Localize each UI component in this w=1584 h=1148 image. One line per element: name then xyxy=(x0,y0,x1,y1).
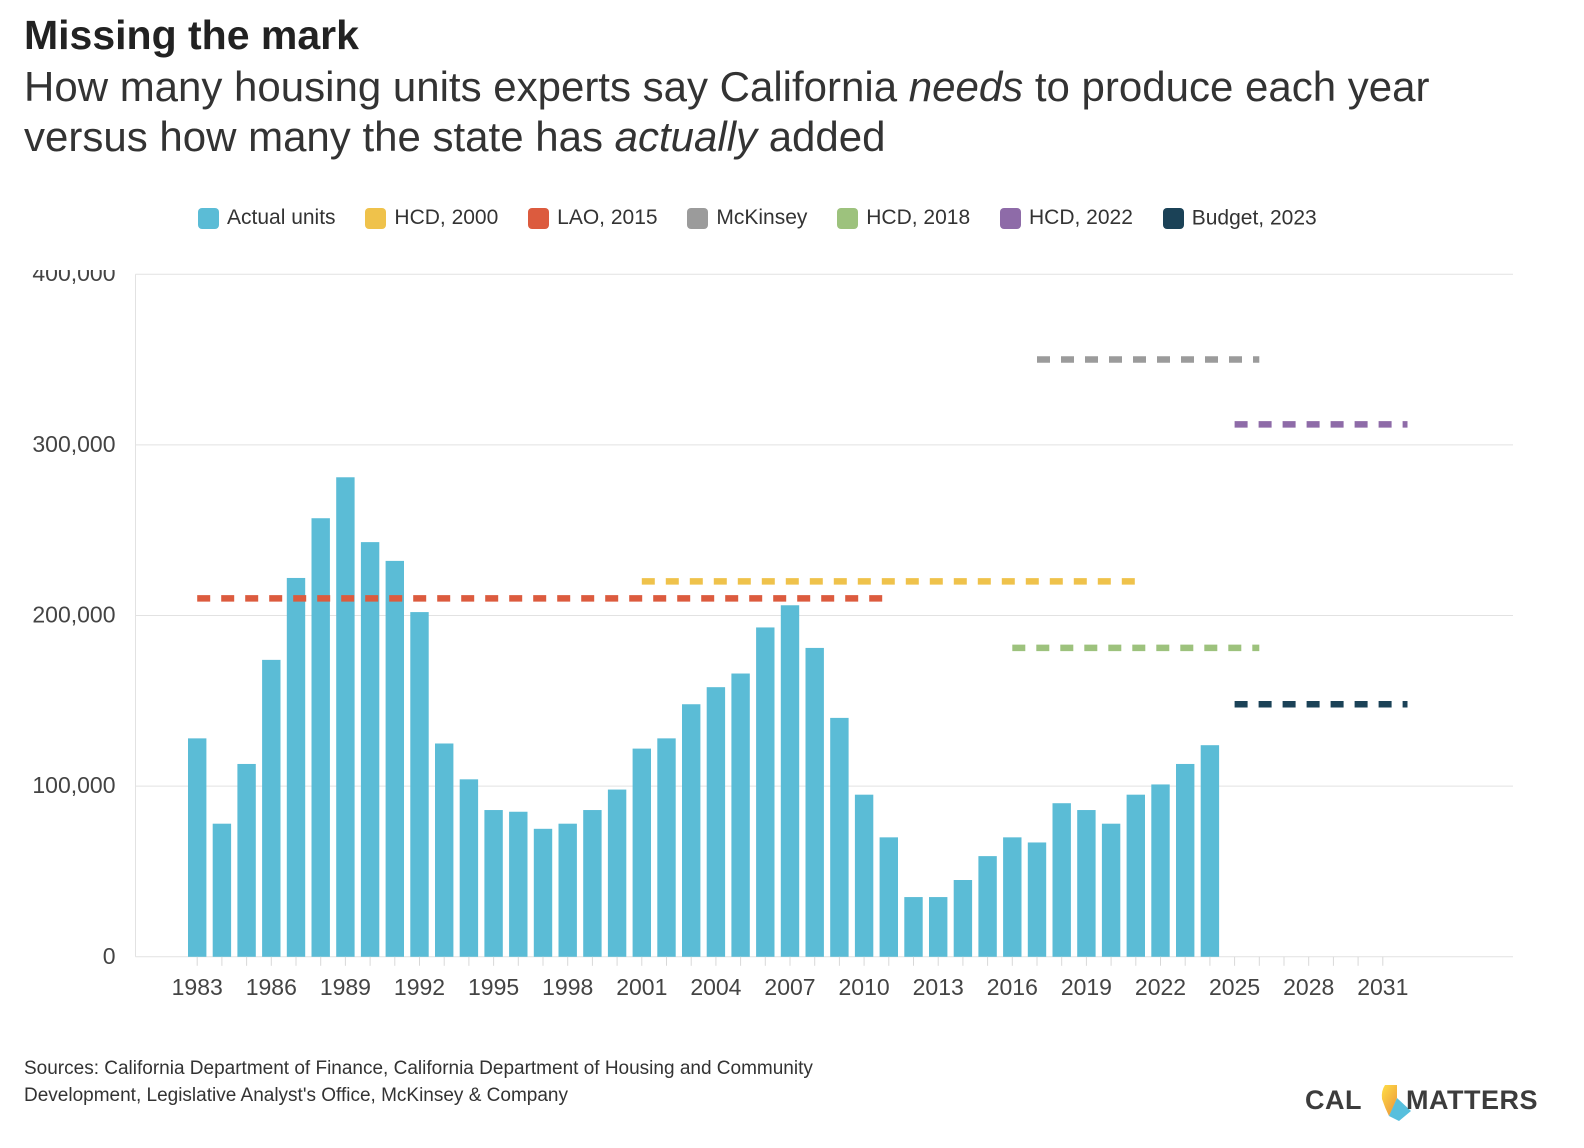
svg-text:300,000: 300,000 xyxy=(32,431,115,457)
svg-text:2031: 2031 xyxy=(1357,974,1408,1000)
svg-text:100,000: 100,000 xyxy=(32,772,115,798)
svg-text:1998: 1998 xyxy=(542,974,593,1000)
svg-text:2004: 2004 xyxy=(690,974,741,1000)
svg-text:400,000: 400,000 xyxy=(32,270,115,286)
svg-text:2013: 2013 xyxy=(913,974,964,1000)
svg-text:2022: 2022 xyxy=(1135,974,1186,1000)
svg-text:2028: 2028 xyxy=(1283,974,1334,1000)
svg-text:2010: 2010 xyxy=(839,974,890,1000)
svg-text:1992: 1992 xyxy=(394,974,445,1000)
svg-text:2016: 2016 xyxy=(987,974,1038,1000)
svg-text:CAL: CAL xyxy=(1305,1085,1362,1115)
svg-text:0: 0 xyxy=(103,943,116,969)
svg-text:MATTERS: MATTERS xyxy=(1406,1085,1538,1115)
svg-text:2025: 2025 xyxy=(1209,974,1260,1000)
svg-text:1989: 1989 xyxy=(320,974,371,1000)
svg-text:2007: 2007 xyxy=(764,974,815,1000)
svg-text:200,000: 200,000 xyxy=(32,602,115,628)
svg-text:2019: 2019 xyxy=(1061,974,1112,1000)
svg-text:1986: 1986 xyxy=(246,974,297,1000)
svg-text:1995: 1995 xyxy=(468,974,519,1000)
svg-text:2001: 2001 xyxy=(616,974,667,1000)
svg-text:1983: 1983 xyxy=(172,974,223,1000)
